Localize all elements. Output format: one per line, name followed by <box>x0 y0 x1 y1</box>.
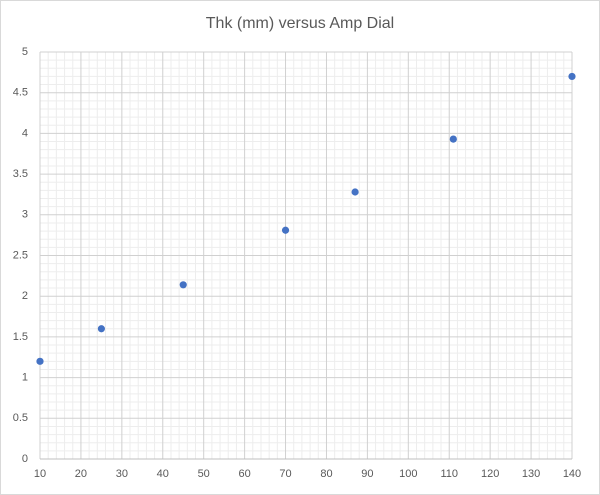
x-tick-label: 110 <box>440 468 458 480</box>
y-tick-label: 4.5 <box>13 87 28 99</box>
y-tick-label: 1 <box>22 372 28 384</box>
x-tick-label: 80 <box>320 468 332 480</box>
y-tick-label: 4 <box>22 127 28 139</box>
point <box>449 135 457 143</box>
x-tick-label: 100 <box>399 468 417 480</box>
x-tick-label: 90 <box>361 468 373 480</box>
x-tick-label: 40 <box>157 468 169 480</box>
y-tick-label: 3.5 <box>13 168 28 180</box>
point <box>351 188 359 196</box>
y-tick-label: 0 <box>22 453 28 465</box>
y-tick-label: 1.5 <box>13 331 28 343</box>
chart-title: Thk (mm) versus Amp Dial <box>206 15 394 32</box>
x-tick-label: 30 <box>116 468 128 480</box>
x-tick-label: 130 <box>522 468 540 480</box>
x-tick-label: 50 <box>198 468 210 480</box>
y-tick-label: 2.5 <box>13 249 28 261</box>
y-tick-label: 2 <box>22 290 28 302</box>
point <box>97 325 105 333</box>
point <box>36 357 44 365</box>
y-tick-label: 0.5 <box>13 412 28 424</box>
y-tick-label: 3 <box>22 209 28 221</box>
x-tick-label: 10 <box>34 468 46 480</box>
y-tick-label: 5 <box>22 46 28 58</box>
point <box>179 281 187 289</box>
point <box>281 226 290 234</box>
point <box>568 72 576 81</box>
x-tick-label: 60 <box>238 468 250 480</box>
x-tick-label: 140 <box>563 468 581 480</box>
x-tick-label: 20 <box>75 468 87 480</box>
x-tick-label: 120 <box>481 468 499 480</box>
x-tick-label: 70 <box>279 468 291 480</box>
